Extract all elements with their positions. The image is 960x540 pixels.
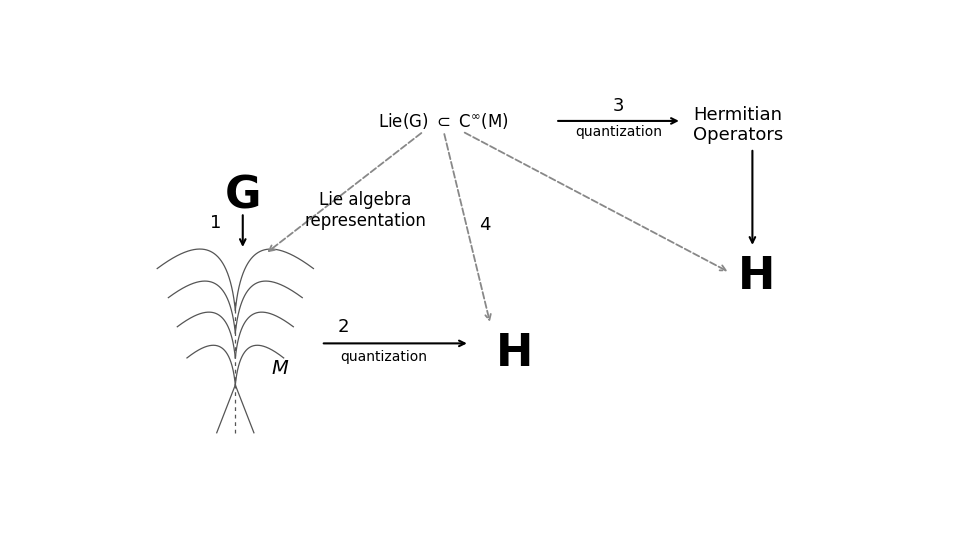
Text: quantization: quantization (341, 349, 427, 363)
Text: 3: 3 (612, 97, 624, 116)
Text: Hermitian
Operators: Hermitian Operators (693, 106, 783, 145)
Text: H: H (495, 332, 533, 375)
Text: quantization: quantization (575, 125, 662, 139)
Text: 1: 1 (209, 214, 221, 232)
Text: G: G (225, 174, 261, 217)
Text: M: M (272, 359, 288, 378)
Text: 2: 2 (338, 318, 348, 336)
Text: H: H (737, 255, 775, 299)
Text: Lie algebra
representation: Lie algebra representation (304, 191, 426, 230)
Text: 4: 4 (479, 216, 491, 234)
Text: Lie(G) $\subset$ C$^{\infty}$(M): Lie(G) $\subset$ C$^{\infty}$(M) (378, 111, 509, 131)
